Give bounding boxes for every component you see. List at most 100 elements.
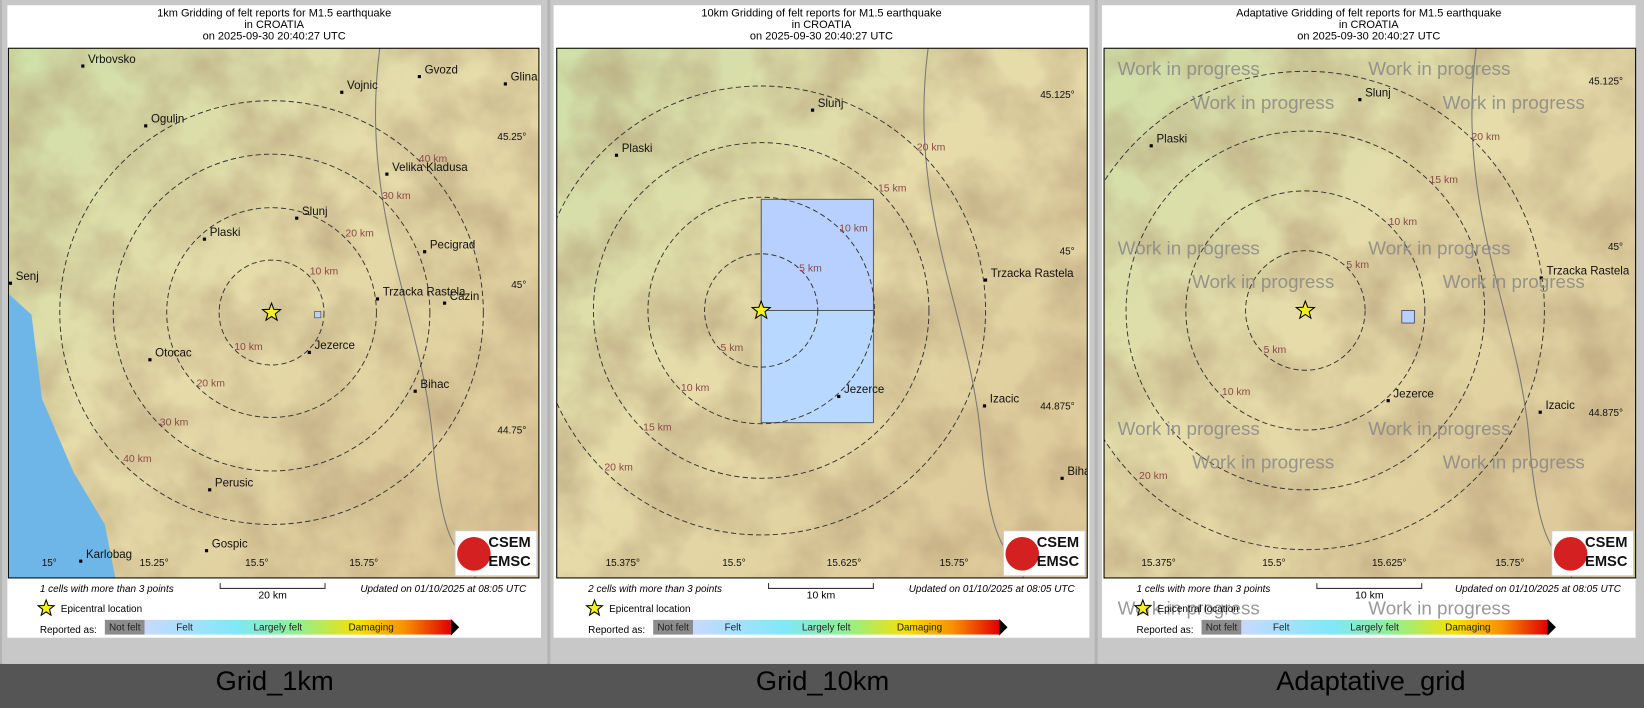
city-dot <box>81 64 85 68</box>
city-label: Cazin <box>450 291 479 303</box>
city-label: Slunj <box>302 206 328 218</box>
distance-ring <box>1245 250 1366 371</box>
watermark: Work in progress <box>1443 452 1585 473</box>
coord-label: 44.875° <box>1589 408 1623 419</box>
legend-epicentral: Epicentral location <box>609 604 690 615</box>
cell <box>1401 310 1415 324</box>
city-dot <box>148 358 152 362</box>
map: 20 km 15 km 10 km 5 km 5 km 10 km 20 km Slunj Pl… <box>1104 48 1636 578</box>
city-label: Pecigrad <box>430 239 475 251</box>
coord-label: 44.875° <box>1040 402 1074 413</box>
map-title: 10km Gridding of felt reports for M1.5 e… <box>701 8 941 20</box>
logo-mark <box>1553 537 1588 571</box>
map-border <box>1103 47 1637 579</box>
coord-label: 15.375° <box>606 558 640 569</box>
terrain <box>1104 48 1636 578</box>
updated-note: Updated on 01/10/2025 at 08:05 UTC <box>909 584 1076 595</box>
coord-label: 15.25° <box>140 558 169 569</box>
city-dot <box>1060 476 1064 480</box>
city-dot <box>614 153 619 157</box>
logo-text: CSEM <box>1037 535 1079 551</box>
panel-caption: Grid_1km <box>216 665 334 696</box>
city-label: Gospic <box>212 538 248 550</box>
watermark: Work in progress <box>1118 58 1260 79</box>
coord-label: 15.5° <box>245 558 268 569</box>
city-dot <box>982 404 987 408</box>
city-label: Izacic <box>1545 400 1575 412</box>
city-label: Jezerce <box>1393 388 1433 400</box>
city-label: Trzacka Rastela <box>383 287 466 299</box>
city-dot <box>1386 399 1390 403</box>
watermark: Work in progress <box>1443 92 1585 113</box>
coord-label: 45° <box>1060 246 1075 257</box>
city-dot <box>417 74 421 79</box>
coord-label: 15.75° <box>1495 558 1524 569</box>
distance-label: 10 km <box>1222 387 1251 398</box>
distance-label: 10 km <box>839 223 868 234</box>
epicenter-star <box>36 598 56 617</box>
city-dot <box>204 549 209 553</box>
city-label: Senj <box>16 271 39 283</box>
city-label: Slunj <box>818 98 844 110</box>
map: 20 km 15 km 10 km 5 km 5 km 10 km 15 km 20 km Sl… <box>556 48 1087 578</box>
coord-label: 44.75° <box>497 426 526 437</box>
epicenter-star <box>750 299 772 320</box>
legend-level: Damaging <box>1445 622 1490 633</box>
distance-label: 20 km <box>604 463 633 474</box>
distance-label: 30 km <box>382 191 411 202</box>
legend-level: Felt <box>1273 622 1290 633</box>
cell <box>314 311 322 319</box>
map-title: in CROATIA <box>1339 19 1399 31</box>
city-label: Plaski <box>622 143 653 155</box>
legend-epicentral: Epicentral location <box>61 604 142 615</box>
city-label: Karlobag <box>86 549 132 561</box>
legend-level: Not felt <box>657 622 689 633</box>
distance-ring <box>1104 70 1545 551</box>
legend-level: Not felt <box>1206 622 1238 633</box>
city-label: Jezerce <box>315 340 355 352</box>
logo-text: CSEM <box>488 535 530 551</box>
map-title: on 2025-09-30 20:40:27 UTC <box>203 31 346 43</box>
distance-label: 15 km <box>643 423 672 434</box>
legend-arrow <box>1547 618 1556 636</box>
legend-level: Largely felt <box>254 622 303 633</box>
coord-label: 15.375° <box>1141 558 1175 569</box>
coord-label: 15.625° <box>1372 558 1406 569</box>
city-label: Izacic <box>990 394 1020 406</box>
coord-label: 15° <box>42 558 57 569</box>
caption-strip <box>0 663 1644 708</box>
city-dot <box>413 389 417 393</box>
city-label: Vrbovsko <box>88 54 136 66</box>
sea <box>8 293 116 578</box>
legend-reported: Reported as: <box>588 625 645 636</box>
city-label: Velika Kladusa <box>392 162 468 174</box>
city-label: Otocac <box>155 348 192 360</box>
city-dot <box>810 108 815 112</box>
distance-label: 40 km <box>123 454 152 465</box>
logo-mark <box>457 537 491 571</box>
cells-note: 1 cells with more than 3 points <box>40 584 174 595</box>
distance-ring <box>592 142 930 479</box>
distance-label: 10 km <box>234 342 263 353</box>
coord-label: 45.125° <box>1589 76 1623 87</box>
legend-bar <box>144 619 451 635</box>
distance-label: 5 km <box>1346 260 1369 271</box>
legend-notfelt <box>104 619 145 635</box>
logo-text: EMSC <box>1037 554 1080 570</box>
map-title: in CROATIA <box>244 19 304 31</box>
cells-note: 2 cells with more than 3 points <box>587 584 722 595</box>
city-dot <box>144 124 148 128</box>
legend-bar <box>1241 619 1548 635</box>
coord-label: 15.5° <box>1262 558 1285 569</box>
epicenter-star <box>585 598 604 617</box>
updated-note: Updated on 01/10/2025 at 08:05 UTC <box>1455 584 1622 595</box>
city-dot <box>307 350 311 354</box>
distance-label: 20 km <box>196 379 225 390</box>
city-label: Jezerce <box>844 384 884 396</box>
legend-level: Largely felt <box>1350 622 1399 633</box>
distance-label: 20 km <box>345 229 374 240</box>
legend-level: Largely felt <box>802 622 851 633</box>
city-dot <box>423 250 427 254</box>
